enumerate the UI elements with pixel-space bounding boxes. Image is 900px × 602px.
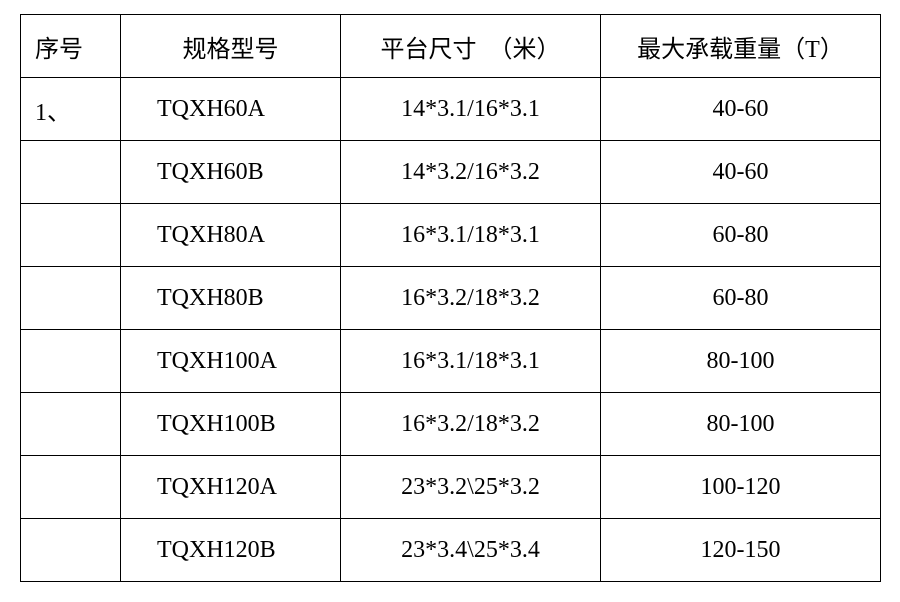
cell-seq (21, 456, 121, 519)
table-row: TQXH60B14*3.2/16*3.240-60 (21, 141, 881, 204)
cell-model: TQXH120A (121, 456, 341, 519)
table-row: 1、TQXH60A14*3.1/16*3.140-60 (21, 78, 881, 141)
cell-model: TQXH100B (121, 393, 341, 456)
table-row: TQXH100A16*3.1/18*3.180-100 (21, 330, 881, 393)
spec-table: 序号 规格型号 平台尺寸 （米） 最大承载重量（T） 1、TQXH60A14*3… (20, 14, 881, 582)
col-header-model: 规格型号 (121, 15, 341, 78)
cell-model: TQXH80B (121, 267, 341, 330)
table-row: TQXH100B16*3.2/18*3.280-100 (21, 393, 881, 456)
cell-weight: 100-120 (601, 456, 881, 519)
cell-weight: 40-60 (601, 141, 881, 204)
table-body: 1、TQXH60A14*3.1/16*3.140-60TQXH60B14*3.2… (21, 78, 881, 582)
cell-weight: 80-100 (601, 393, 881, 456)
cell-model: TQXH100A (121, 330, 341, 393)
cell-weight: 120-150 (601, 519, 881, 582)
col-header-weight: 最大承载重量（T） (601, 15, 881, 78)
table-row: TQXH120B23*3.4\25*3.4120-150 (21, 519, 881, 582)
cell-size: 14*3.1/16*3.1 (341, 78, 601, 141)
cell-model: TQXH60A (121, 78, 341, 141)
cell-weight: 60-80 (601, 267, 881, 330)
table-header-row: 序号 规格型号 平台尺寸 （米） 最大承载重量（T） (21, 15, 881, 78)
cell-weight: 60-80 (601, 204, 881, 267)
cell-size: 16*3.2/18*3.2 (341, 393, 601, 456)
col-header-seq: 序号 (21, 15, 121, 78)
cell-size: 23*3.4\25*3.4 (341, 519, 601, 582)
cell-size: 14*3.2/16*3.2 (341, 141, 601, 204)
col-header-size: 平台尺寸 （米） (341, 15, 601, 78)
table-row: TQXH80B16*3.2/18*3.260-80 (21, 267, 881, 330)
cell-weight: 40-60 (601, 78, 881, 141)
cell-model: TQXH80A (121, 204, 341, 267)
cell-seq (21, 141, 121, 204)
cell-seq (21, 519, 121, 582)
cell-seq (21, 204, 121, 267)
table-row: TQXH120A23*3.2\25*3.2100-120 (21, 456, 881, 519)
cell-weight: 80-100 (601, 330, 881, 393)
cell-size: 16*3.2/18*3.2 (341, 267, 601, 330)
cell-size: 16*3.1/18*3.1 (341, 330, 601, 393)
cell-size: 16*3.1/18*3.1 (341, 204, 601, 267)
cell-model: TQXH60B (121, 141, 341, 204)
cell-seq (21, 267, 121, 330)
cell-seq (21, 330, 121, 393)
cell-model: TQXH120B (121, 519, 341, 582)
cell-size: 23*3.2\25*3.2 (341, 456, 601, 519)
cell-seq: 1、 (21, 78, 121, 141)
cell-seq (21, 393, 121, 456)
table-row: TQXH80A16*3.1/18*3.160-80 (21, 204, 881, 267)
